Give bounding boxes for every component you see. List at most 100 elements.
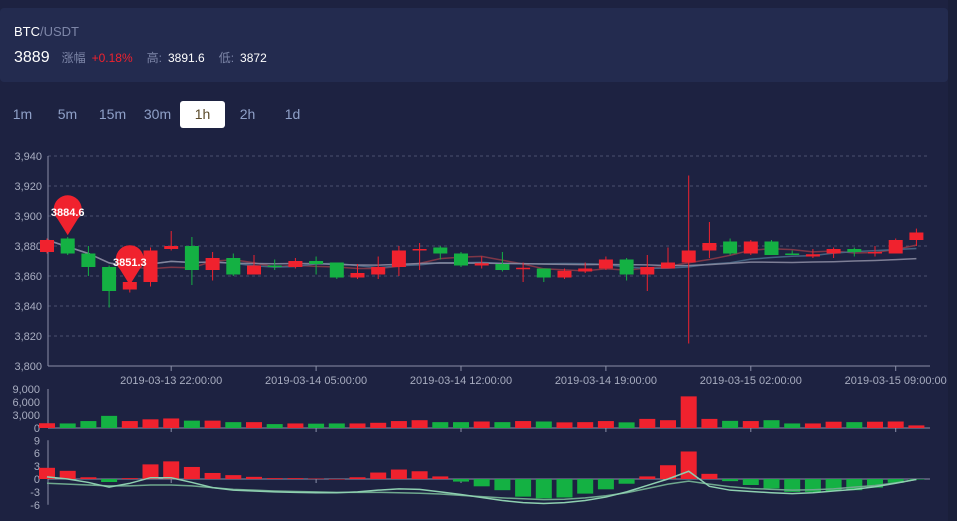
candle-body [205,258,220,270]
tab-15m[interactable]: 15m [98,106,127,122]
candle-body [536,268,551,278]
volume-bar [556,422,573,428]
right-edge [948,0,957,521]
candle-body [433,247,448,254]
price-tick-label: 3,900 [14,211,42,223]
volume-bar [722,420,739,428]
ticker-stats: 3889 涨幅 +0.18% 高: 3891.6 低: 3872 [14,49,275,67]
tab-30m[interactable]: 30m [143,106,172,122]
candle-body [288,261,303,267]
tab-5m[interactable]: 5m [57,106,78,122]
macd-bar [577,479,594,494]
macd-bar [163,461,180,479]
macd-bar [742,479,759,486]
volume-bar [742,421,759,428]
price-tick-label: 3,940 [14,151,42,163]
candle-body [888,240,903,254]
trading-pair: BTC/USDT [14,24,79,39]
volume-bar [183,420,200,428]
volume-bar [59,423,76,428]
volume-bar [328,423,345,428]
volume-bar [639,418,656,428]
macd-bar [846,479,863,491]
candle-body [329,262,344,278]
last-price: 3889 [14,49,50,66]
macd-bar [515,479,532,497]
price-tick-label: 3,880 [14,241,42,253]
macd-bar [349,477,366,479]
macd-bar [204,472,221,479]
macd-bar [639,476,656,479]
base-currency: BTC [14,24,40,39]
macd-bar [473,479,490,487]
volume-bar [597,421,614,428]
tab-2h[interactable]: 2h [239,106,256,122]
macd-tick-label: -6 [30,500,40,512]
volume-bar [473,421,490,428]
volume-bar [494,422,511,428]
macd-bar [246,476,262,479]
macd-tick-label: 3 [34,461,40,473]
volume-bar [867,421,883,428]
volume-bar [39,423,55,428]
kline-chart[interactable]: 3,800 3,820 3,840 3,860 3,880 3,900 3,920 3,940… [0,140,948,521]
price-tick-label: 3,800 [14,361,42,373]
macd-bar [287,478,304,479]
candle-body [122,282,137,290]
macd-bar [660,465,676,479]
candle-body [619,259,634,275]
candle-body [412,249,427,251]
macd-bar [390,469,407,479]
candle-body [102,267,117,291]
interval-tabs: 1m 5m 15m 30m 1h 2h 1d [0,101,315,128]
price-tick-label: 3,860 [14,271,42,283]
volume-bar [121,421,138,428]
macd-bar [80,477,97,479]
macd-tick-label: 0 [34,474,40,486]
low-value: 3872 [240,51,267,65]
volume-bar [163,418,180,428]
macd-bar [784,479,801,492]
candle-body [474,263,489,266]
price-marker-label: 3884.6 [51,207,85,219]
candle-body [764,241,779,255]
volume-bar [142,419,159,428]
volume-tick-label: 6,000 [12,397,40,409]
candle-body [143,250,158,282]
macd-bar [101,479,118,483]
candle-body [909,232,924,240]
tab-1m[interactable]: 1m [12,106,33,122]
macd-bar [867,479,883,488]
macd-bar [183,466,200,479]
volume-bar [908,425,925,428]
candle-body [267,265,282,267]
macd-bar [597,479,614,490]
tab-1d[interactable]: 1d [284,106,301,122]
high-value: 3891.6 [168,51,205,65]
candle-body [81,253,96,267]
candle-body [805,254,820,257]
candle-body [516,267,531,270]
ticker-header [0,8,948,82]
tab-1h[interactable]: 1h [180,101,225,128]
volume-bar [308,423,325,428]
macd-bar [121,478,138,479]
macd-bar [763,479,780,489]
candle-body [247,265,261,275]
volume-bar [225,422,242,428]
volume-bar [825,421,842,428]
dea-line [46,478,917,501]
volume-bar [287,423,304,428]
macd-bar [494,479,511,491]
volume-bar [390,421,407,428]
candle-body [702,243,717,251]
x-tick-label: 2019-03-14 05:00:00 [265,375,367,387]
dif-line [46,470,917,505]
candle-body [557,270,572,278]
x-tick-label: 2019-03-14 12:00:00 [410,375,512,387]
volume-bar [349,423,366,428]
macd-bar [722,479,739,482]
price-tick-label: 3,820 [14,331,42,343]
candle-body [826,249,841,254]
candle-body [454,253,468,266]
